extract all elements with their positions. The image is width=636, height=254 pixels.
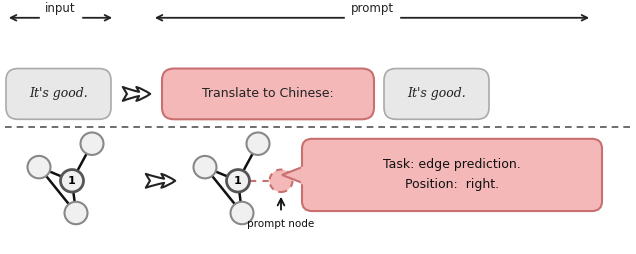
- FancyBboxPatch shape: [6, 69, 111, 119]
- Circle shape: [226, 170, 249, 192]
- Text: prompt node: prompt node: [247, 219, 315, 229]
- Circle shape: [230, 202, 254, 224]
- Text: It's good.: It's good.: [407, 87, 466, 100]
- FancyBboxPatch shape: [162, 69, 374, 119]
- Text: input: input: [45, 2, 76, 15]
- Text: prompt: prompt: [350, 2, 394, 15]
- Text: Translate to Chinese:: Translate to Chinese:: [202, 87, 334, 100]
- Text: It's good.: It's good.: [29, 87, 88, 100]
- FancyBboxPatch shape: [302, 139, 602, 211]
- Circle shape: [193, 156, 216, 178]
- Circle shape: [247, 133, 270, 155]
- Text: Task: edge prediction.
Position:  right.: Task: edge prediction. Position: right.: [383, 158, 521, 192]
- Polygon shape: [282, 167, 302, 183]
- Text: 1: 1: [68, 176, 76, 186]
- Circle shape: [270, 170, 293, 192]
- Circle shape: [81, 133, 104, 155]
- FancyBboxPatch shape: [384, 69, 489, 119]
- Circle shape: [60, 170, 83, 192]
- Circle shape: [27, 156, 50, 178]
- Text: 1: 1: [234, 176, 242, 186]
- Circle shape: [64, 202, 88, 224]
